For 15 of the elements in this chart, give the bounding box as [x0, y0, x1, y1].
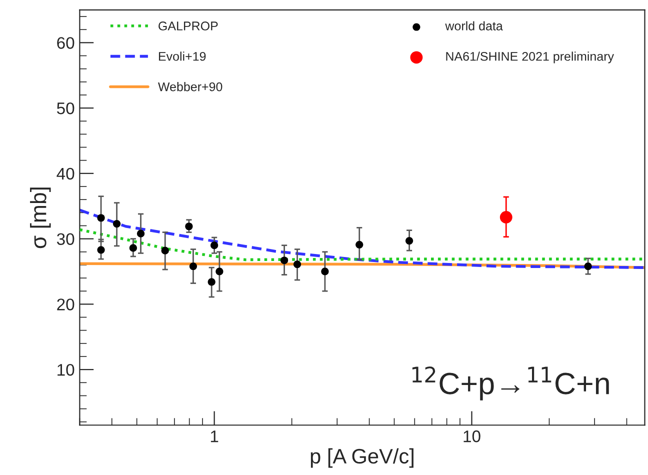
y-tick-label: 50 — [56, 102, 74, 114]
y-tick-label: 30 — [56, 233, 74, 245]
annotation: $^{12}$C+p→$^{11}$C+n — [412, 366, 609, 400]
y-tick-label: 40 — [56, 168, 74, 180]
y-tick-label: 60 — [57, 37, 74, 49]
legend-label: world data — [445, 21, 503, 30]
legend-label: GALPROP — [158, 22, 218, 30]
y-tick-label: 20 — [57, 298, 74, 310]
y-axis-title: σ [mb] — [30, 188, 51, 248]
x-tick-label: 1 — [210, 430, 218, 442]
legend-label: Webber+90 — [158, 82, 222, 92]
y-tick-label: 10 — [58, 364, 74, 376]
x-axis-title: p [A GeV/c] — [310, 448, 414, 468]
legend-label: NA61/SHINE 2021 preliminary — [446, 52, 614, 64]
legend-label: Evoli+19 — [158, 52, 206, 61]
